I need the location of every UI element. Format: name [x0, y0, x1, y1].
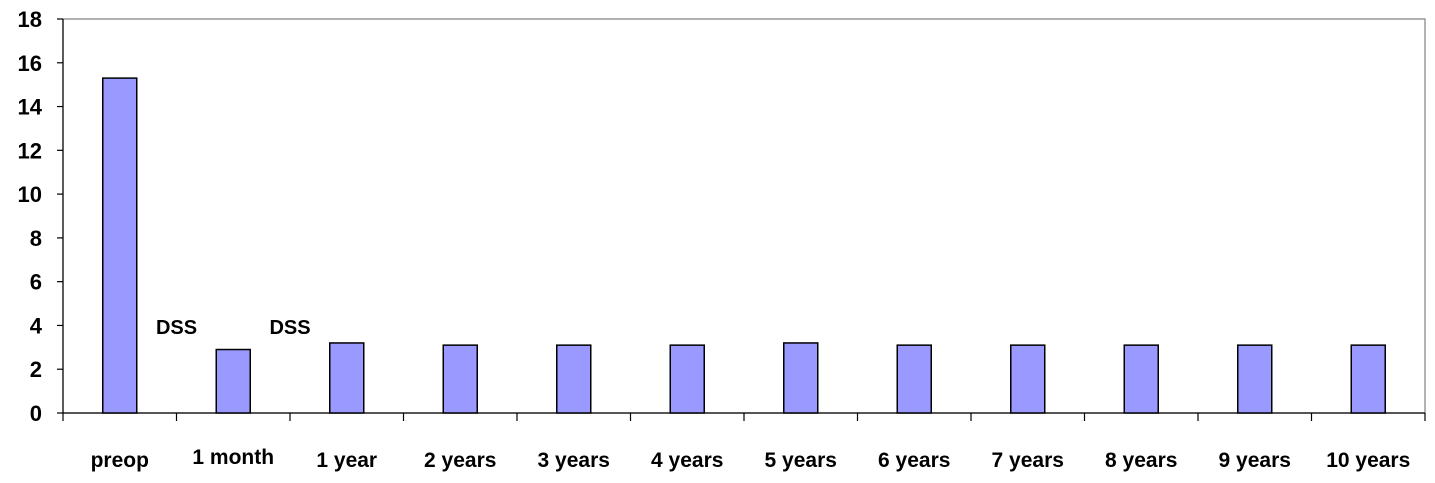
bar-1-year — [329, 342, 365, 414]
x-tick-label: 6 years — [878, 449, 950, 472]
x-tick-label: 1 year — [316, 449, 377, 472]
annotation-label: DSS — [269, 317, 310, 339]
bar-preop — [102, 77, 138, 414]
bar-2-years — [442, 344, 478, 414]
bar-series — [102, 77, 1386, 414]
y-tick-label: 8 — [30, 226, 42, 251]
bar-3-years — [556, 344, 592, 414]
y-tick-label: 2 — [30, 357, 42, 382]
y-tick-label: 12 — [18, 138, 42, 163]
x-tick-label: 7 years — [992, 449, 1064, 472]
x-tick-label: 5 years — [765, 449, 837, 472]
x-tick-label: preop — [91, 449, 149, 472]
bar-4-years — [669, 344, 705, 414]
bar-7-years — [1010, 344, 1046, 414]
y-tick-label: 16 — [18, 51, 42, 76]
y-tick-label: 0 — [30, 401, 42, 426]
y-tick-label: 10 — [18, 182, 42, 207]
x-tick-label: 4 years — [651, 449, 723, 472]
x-tick-label: 3 years — [538, 449, 610, 472]
y-tick-label: 18 — [18, 7, 42, 32]
y-axis: 0 2 4 6 8 10 12 14 16 18 — [18, 7, 64, 426]
x-tick-label: 9 years — [1219, 449, 1291, 472]
annotations: DSS DSS — [156, 317, 311, 339]
bar-5-years — [783, 342, 819, 414]
x-tick-label: 10 years — [1326, 449, 1410, 472]
x-tick-label: 2 years — [424, 449, 496, 472]
bar-8-years — [1123, 344, 1159, 414]
y-tick-label: 14 — [18, 95, 43, 120]
bar-6-years — [896, 344, 932, 414]
plot-frame — [62, 18, 1426, 414]
y-tick-label: 6 — [30, 270, 42, 295]
x-axis: preop 1 month 1 year 2 years 3 years 4 years 5… — [62, 412, 1426, 472]
annotation-label: DSS — [156, 317, 197, 339]
bar-9-years — [1237, 344, 1273, 414]
y-tick-label: 4 — [30, 313, 43, 338]
bar-1-month — [215, 348, 251, 414]
bar-10-years — [1350, 344, 1386, 414]
x-tick-label: 8 years — [1105, 449, 1177, 472]
x-tick-label: 1 month — [192, 446, 274, 469]
